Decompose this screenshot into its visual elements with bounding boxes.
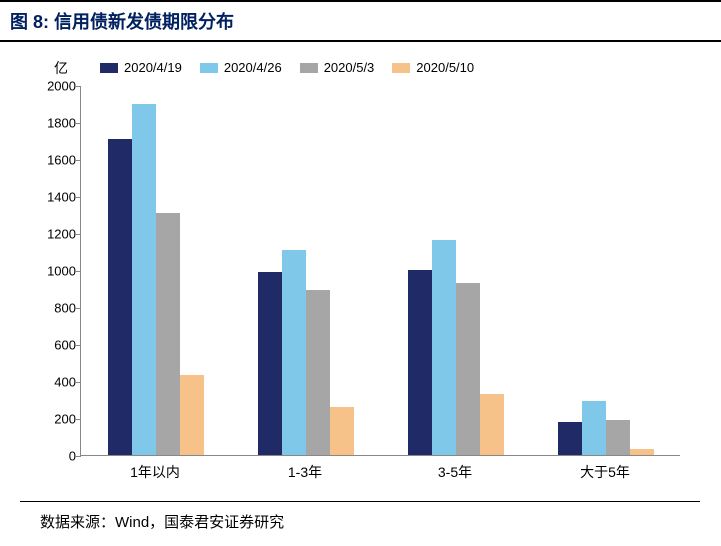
legend-label: 2020/4/19 xyxy=(124,60,182,75)
legend-label: 2020/4/26 xyxy=(224,60,282,75)
y-tick-label: 1400 xyxy=(34,190,76,205)
bar xyxy=(456,283,480,455)
y-tick-label: 1800 xyxy=(34,116,76,131)
plot-area xyxy=(80,86,680,456)
bar xyxy=(582,401,606,455)
bar xyxy=(630,449,654,455)
legend-swatch xyxy=(100,63,118,73)
y-tick-label: 1000 xyxy=(34,264,76,279)
figure-title: 图 8: 信用债新发债期限分布 xyxy=(0,0,721,42)
x-tick-label: 1年以内 xyxy=(80,462,230,482)
legend-swatch xyxy=(200,63,218,73)
y-tick-label: 0 xyxy=(34,449,76,464)
bar-group xyxy=(531,401,681,455)
y-tick-label: 2000 xyxy=(34,79,76,94)
bar xyxy=(108,139,132,455)
bar xyxy=(306,290,330,455)
x-tick-label: 大于5年 xyxy=(530,462,680,482)
x-tick-label: 1-3年 xyxy=(230,462,380,482)
legend-item: 2020/4/26 xyxy=(200,60,282,75)
bar xyxy=(282,250,306,455)
legend-label: 2020/5/3 xyxy=(324,60,375,75)
legend-item: 2020/5/10 xyxy=(392,60,474,75)
bar-group xyxy=(231,250,381,455)
y-tick-label: 800 xyxy=(34,301,76,316)
bar xyxy=(258,272,282,455)
bar xyxy=(330,407,354,455)
bar xyxy=(132,104,156,456)
bar-group xyxy=(381,240,531,455)
legend-item: 2020/4/19 xyxy=(100,60,182,75)
bar xyxy=(180,375,204,455)
y-tick-label: 1200 xyxy=(34,227,76,242)
y-tick-mark xyxy=(75,86,81,87)
legend: 2020/4/19 2020/4/26 2020/5/3 2020/5/10 xyxy=(100,60,474,75)
x-tick-label: 3-5年 xyxy=(380,462,530,482)
source-divider xyxy=(20,501,700,502)
y-tick-label: 200 xyxy=(34,412,76,427)
bar-group xyxy=(81,104,231,456)
bar xyxy=(606,420,630,455)
bar xyxy=(480,394,504,455)
bar xyxy=(156,213,180,455)
x-axis-labels: 1年以内1-3年3-5年大于5年 xyxy=(80,462,680,482)
bar xyxy=(558,422,582,455)
chart-area: 亿 2020/4/19 2020/4/26 2020/5/3 2020/5/10 0 2… xyxy=(20,52,700,492)
legend-swatch xyxy=(392,63,410,73)
bar xyxy=(432,240,456,455)
y-tick-label: 1600 xyxy=(34,153,76,168)
source-line: 数据来源：Wind，国泰君安证券研究 xyxy=(40,503,284,532)
bar xyxy=(408,270,432,455)
y-tick-mark xyxy=(75,456,81,457)
y-tick-label: 400 xyxy=(34,375,76,390)
y-axis-unit: 亿 xyxy=(54,58,68,78)
legend-swatch xyxy=(300,63,318,73)
y-tick-label: 600 xyxy=(34,338,76,353)
legend-item: 2020/5/3 xyxy=(300,60,375,75)
legend-label: 2020/5/10 xyxy=(416,60,474,75)
